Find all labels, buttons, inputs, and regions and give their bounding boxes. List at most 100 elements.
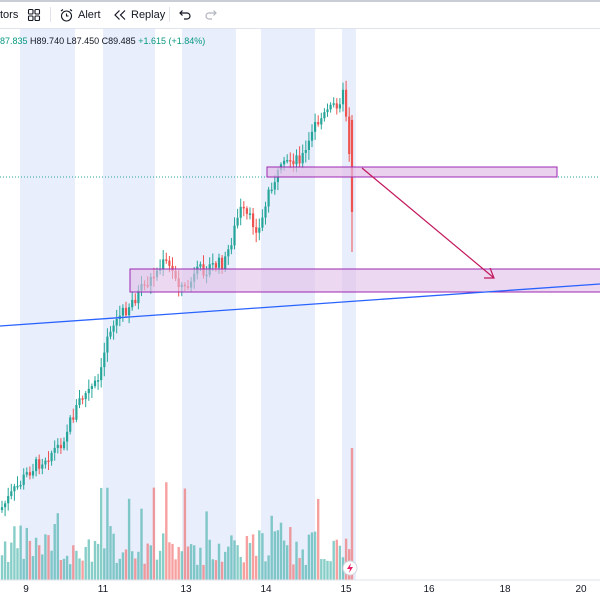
candle-body bbox=[56, 444, 59, 448]
price-chart[interactable]: 9 11 13 14 15 16 18 20 bbox=[0, 29, 600, 600]
volume-bar bbox=[307, 534, 311, 580]
candle-body bbox=[75, 405, 78, 420]
time-axis-tick-label: 18 bbox=[499, 584, 511, 595]
candle-body bbox=[345, 89, 348, 117]
candle-body bbox=[44, 460, 47, 465]
volume-bar bbox=[124, 549, 128, 580]
rising-trendline[interactable] bbox=[0, 283, 600, 327]
candle-body bbox=[314, 122, 317, 132]
volume-bar bbox=[313, 531, 317, 580]
candle-body bbox=[131, 299, 134, 308]
alert-button[interactable]: Alert bbox=[59, 6, 101, 24]
redo-button[interactable] bbox=[204, 6, 218, 24]
volume-bar bbox=[100, 487, 103, 580]
candle-body bbox=[109, 331, 112, 337]
indicators-button[interactable]: tors bbox=[0, 6, 18, 24]
candle-body bbox=[28, 472, 31, 476]
replay-button[interactable]: Replay bbox=[113, 6, 165, 24]
volume-bar bbox=[131, 551, 134, 580]
volume-bar bbox=[62, 558, 66, 580]
candle-body bbox=[137, 290, 140, 304]
candle-body bbox=[69, 417, 72, 432]
time-axis-tick-label: 20 bbox=[575, 584, 587, 595]
demand-zone-rectangle[interactable] bbox=[129, 268, 600, 293]
candle-body bbox=[258, 227, 261, 233]
volume-bar bbox=[75, 550, 78, 580]
candle-body bbox=[19, 484, 22, 487]
volume-bar bbox=[208, 539, 211, 580]
candle-body bbox=[236, 217, 239, 226]
undo-button[interactable] bbox=[178, 6, 192, 24]
candle-body bbox=[134, 299, 137, 304]
layouts-button[interactable] bbox=[27, 6, 41, 24]
candle-body bbox=[10, 491, 13, 497]
candle-body bbox=[341, 89, 345, 105]
volume-bar bbox=[93, 540, 97, 580]
volume-bar bbox=[19, 525, 22, 580]
candle-body bbox=[53, 447, 56, 453]
volume-bar bbox=[189, 544, 193, 580]
volume-bar bbox=[267, 555, 270, 580]
volume-bar bbox=[180, 551, 183, 580]
candle-body bbox=[227, 249, 230, 257]
supply-zone-rectangle[interactable] bbox=[266, 166, 558, 178]
volume-bar bbox=[137, 551, 140, 580]
volume-bar bbox=[286, 545, 289, 580]
candle-body bbox=[41, 464, 44, 469]
volume-bar bbox=[326, 560, 329, 580]
time-axis-tick-label: 11 bbox=[98, 584, 109, 595]
volume-bar bbox=[270, 515, 273, 580]
candle-body bbox=[233, 225, 236, 246]
volume-bar bbox=[199, 547, 202, 580]
candle-body bbox=[62, 441, 66, 449]
candle-body bbox=[103, 352, 106, 368]
volume-bar bbox=[38, 545, 41, 580]
volume-bar bbox=[183, 488, 187, 580]
candle-body bbox=[16, 485, 19, 488]
volume-bar bbox=[279, 522, 283, 580]
candle-body bbox=[4, 503, 7, 508]
candle-body bbox=[295, 155, 298, 165]
volume-bar bbox=[158, 550, 162, 580]
volume-bar bbox=[273, 531, 276, 580]
candle-body bbox=[165, 259, 168, 261]
candle-body bbox=[292, 160, 295, 165]
undo-icon bbox=[179, 10, 191, 20]
volume-bar bbox=[127, 498, 131, 580]
lightning-icon[interactable] bbox=[342, 560, 358, 576]
volume-bar bbox=[261, 533, 264, 580]
candle-body bbox=[267, 189, 270, 207]
legend-low: L87.450 bbox=[66, 36, 100, 46]
candle-body bbox=[50, 452, 53, 462]
candle-body bbox=[317, 122, 320, 125]
time-axis: 9 11 13 14 15 16 18 20 bbox=[0, 579, 600, 600]
time-axis-tick-label: 14 bbox=[260, 584, 272, 595]
volume-bar bbox=[143, 563, 146, 580]
volume-bar bbox=[50, 550, 53, 580]
toolbar-divider bbox=[50, 7, 51, 22]
volume-bar bbox=[56, 513, 59, 580]
volume-bar bbox=[292, 564, 295, 580]
volume-bar bbox=[162, 533, 165, 580]
volume-bar bbox=[332, 540, 335, 580]
volume-bar bbox=[248, 543, 252, 580]
volume-bar bbox=[0, 555, 4, 580]
volume-bar bbox=[276, 530, 280, 580]
candle-body bbox=[22, 474, 25, 485]
candle-body bbox=[304, 149, 307, 153]
candle-body bbox=[100, 367, 103, 381]
volume-bar bbox=[258, 530, 261, 580]
redo-icon bbox=[205, 10, 217, 20]
volume-bar bbox=[186, 546, 190, 580]
legend-change: +1.615 (+1.84%) bbox=[138, 36, 206, 46]
candle-body bbox=[171, 265, 174, 271]
volume-bar bbox=[81, 560, 84, 580]
candle-body bbox=[31, 471, 35, 476]
candle-body bbox=[81, 398, 84, 400]
down-arrow[interactable] bbox=[361, 167, 495, 279]
volume-bar bbox=[329, 561, 332, 580]
volume-bar bbox=[230, 535, 233, 580]
volume-bar bbox=[227, 546, 230, 580]
indicators-label: tors bbox=[0, 9, 19, 21]
candle-body bbox=[59, 444, 62, 449]
